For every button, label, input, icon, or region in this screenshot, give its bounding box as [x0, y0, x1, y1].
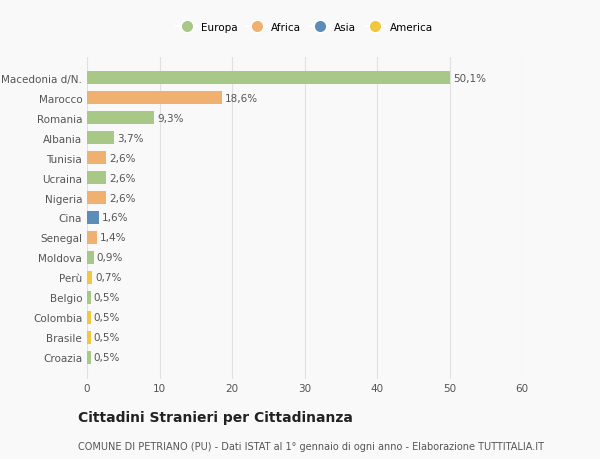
Text: 18,6%: 18,6% [225, 94, 258, 103]
Bar [87, 72, 450, 85]
Text: 0,5%: 0,5% [94, 353, 120, 363]
Bar [87, 152, 106, 165]
Bar [87, 252, 94, 264]
Text: 0,5%: 0,5% [94, 293, 120, 303]
Text: 50,1%: 50,1% [453, 73, 486, 84]
Bar [87, 311, 91, 324]
Bar [87, 172, 106, 185]
Legend: Europa, Africa, Asia, America: Europa, Africa, Asia, America [174, 21, 435, 35]
Text: 0,5%: 0,5% [94, 333, 120, 342]
Text: 0,9%: 0,9% [97, 253, 123, 263]
Bar [87, 112, 154, 125]
Text: 1,6%: 1,6% [101, 213, 128, 223]
Bar [87, 191, 106, 205]
Text: COMUNE DI PETRIANO (PU) - Dati ISTAT al 1° gennaio di ogni anno - Elaborazione T: COMUNE DI PETRIANO (PU) - Dati ISTAT al … [78, 441, 544, 451]
Bar [87, 351, 91, 364]
Text: 3,7%: 3,7% [117, 133, 143, 143]
Bar [87, 212, 98, 224]
Text: 9,3%: 9,3% [157, 113, 184, 123]
Text: 2,6%: 2,6% [109, 153, 135, 163]
Bar [87, 132, 114, 145]
Text: 2,6%: 2,6% [109, 193, 135, 203]
Text: 0,5%: 0,5% [94, 313, 120, 323]
Text: 0,7%: 0,7% [95, 273, 121, 283]
Bar [87, 291, 91, 304]
Text: 2,6%: 2,6% [109, 173, 135, 183]
Text: Cittadini Stranieri per Cittadinanza: Cittadini Stranieri per Cittadinanza [78, 411, 353, 425]
Text: 1,4%: 1,4% [100, 233, 127, 243]
Bar [87, 271, 92, 284]
Bar [87, 331, 91, 344]
Bar [87, 231, 97, 245]
Bar [87, 92, 222, 105]
